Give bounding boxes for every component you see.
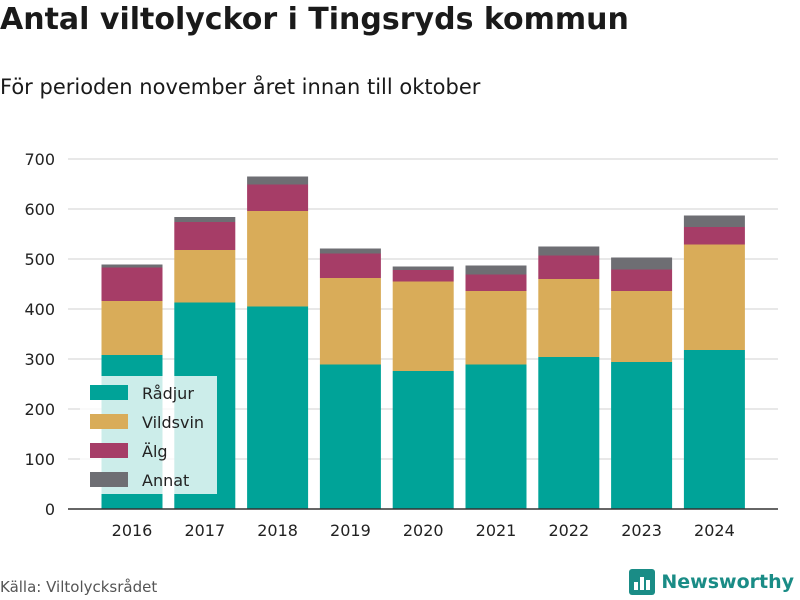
legend-label: Älg [142, 442, 168, 461]
bar-segment [319, 364, 381, 509]
y-tick-label: 0 [45, 500, 55, 519]
y-tick-label: 100 [24, 450, 55, 469]
bar-segment [247, 306, 309, 509]
bar-segment [611, 291, 673, 362]
x-tick-label: 2024 [694, 521, 735, 540]
legend-label: Rådjur [142, 384, 194, 403]
x-tick-label: 2021 [476, 521, 517, 540]
y-tick-label: 500 [24, 250, 55, 269]
legend-swatch [90, 414, 128, 429]
bar-segment [247, 211, 309, 307]
x-tick-label: 2019 [330, 521, 371, 540]
bar-segment [174, 250, 236, 303]
brand-logo: Newsworthy [629, 569, 794, 595]
bar-segment [101, 301, 163, 355]
y-tick-label: 600 [24, 200, 55, 219]
bar-segment [683, 227, 745, 245]
bar-segment [683, 215, 745, 227]
bar-segment [465, 274, 527, 291]
bar-segment [465, 364, 527, 509]
x-tick-label: 2018 [257, 521, 298, 540]
bar-segment [174, 217, 236, 222]
x-tick-label: 2020 [403, 521, 444, 540]
chart-subtitle: För perioden november året innan till ok… [0, 75, 481, 99]
bar-segment [101, 267, 163, 301]
x-tick-label: 2022 [548, 521, 589, 540]
bar-segment [319, 253, 381, 278]
bar-segment [319, 278, 381, 365]
bar-segment [611, 257, 673, 270]
chart-title: Antal viltolyckor i Tingsryds kommun [0, 2, 629, 37]
source-note: Källa: Viltolycksrådet [0, 578, 158, 596]
legend-swatch [90, 472, 128, 487]
legend-label: Annat [142, 471, 189, 490]
x-tick-label: 2016 [112, 521, 153, 540]
bar-chart-logo-icon [629, 569, 656, 595]
bar-segment [319, 248, 381, 254]
bar-segment [174, 222, 236, 250]
bar-segment [392, 281, 454, 371]
bar-segment [683, 244, 745, 350]
bar-segment [538, 255, 600, 279]
y-tick-label: 700 [24, 150, 55, 169]
x-tick-label: 2023 [621, 521, 662, 540]
y-tick-label: 400 [24, 300, 55, 319]
bar-segment [392, 266, 454, 270]
bar-segment [538, 279, 600, 357]
bar-segment [465, 291, 527, 365]
legend: Rådjur Vildsvin Älg Annat [80, 376, 217, 494]
bar-segment [247, 176, 309, 185]
y-tick-label: 200 [24, 400, 55, 419]
bar-segment [465, 265, 527, 275]
legend-label: Vildsvin [142, 413, 204, 432]
bar-segment [101, 264, 163, 268]
bar-segment [683, 350, 745, 509]
bar-segment [538, 357, 600, 509]
bar-segment [538, 246, 600, 256]
axes: 0 100 200 300 400 500 600 700 2016 2017 2018 2019 20… [24, 150, 778, 540]
bar-segment [392, 270, 454, 282]
legend-swatch [90, 443, 128, 458]
bar-segment [611, 269, 673, 291]
y-tick-label: 300 [24, 350, 55, 369]
bar-segment [247, 184, 309, 211]
bar-segment [392, 371, 454, 509]
x-tick-label: 2017 [184, 521, 225, 540]
brand-name: Newsworthy [661, 571, 794, 593]
legend-swatch [90, 385, 128, 400]
bar-segment [611, 362, 673, 509]
